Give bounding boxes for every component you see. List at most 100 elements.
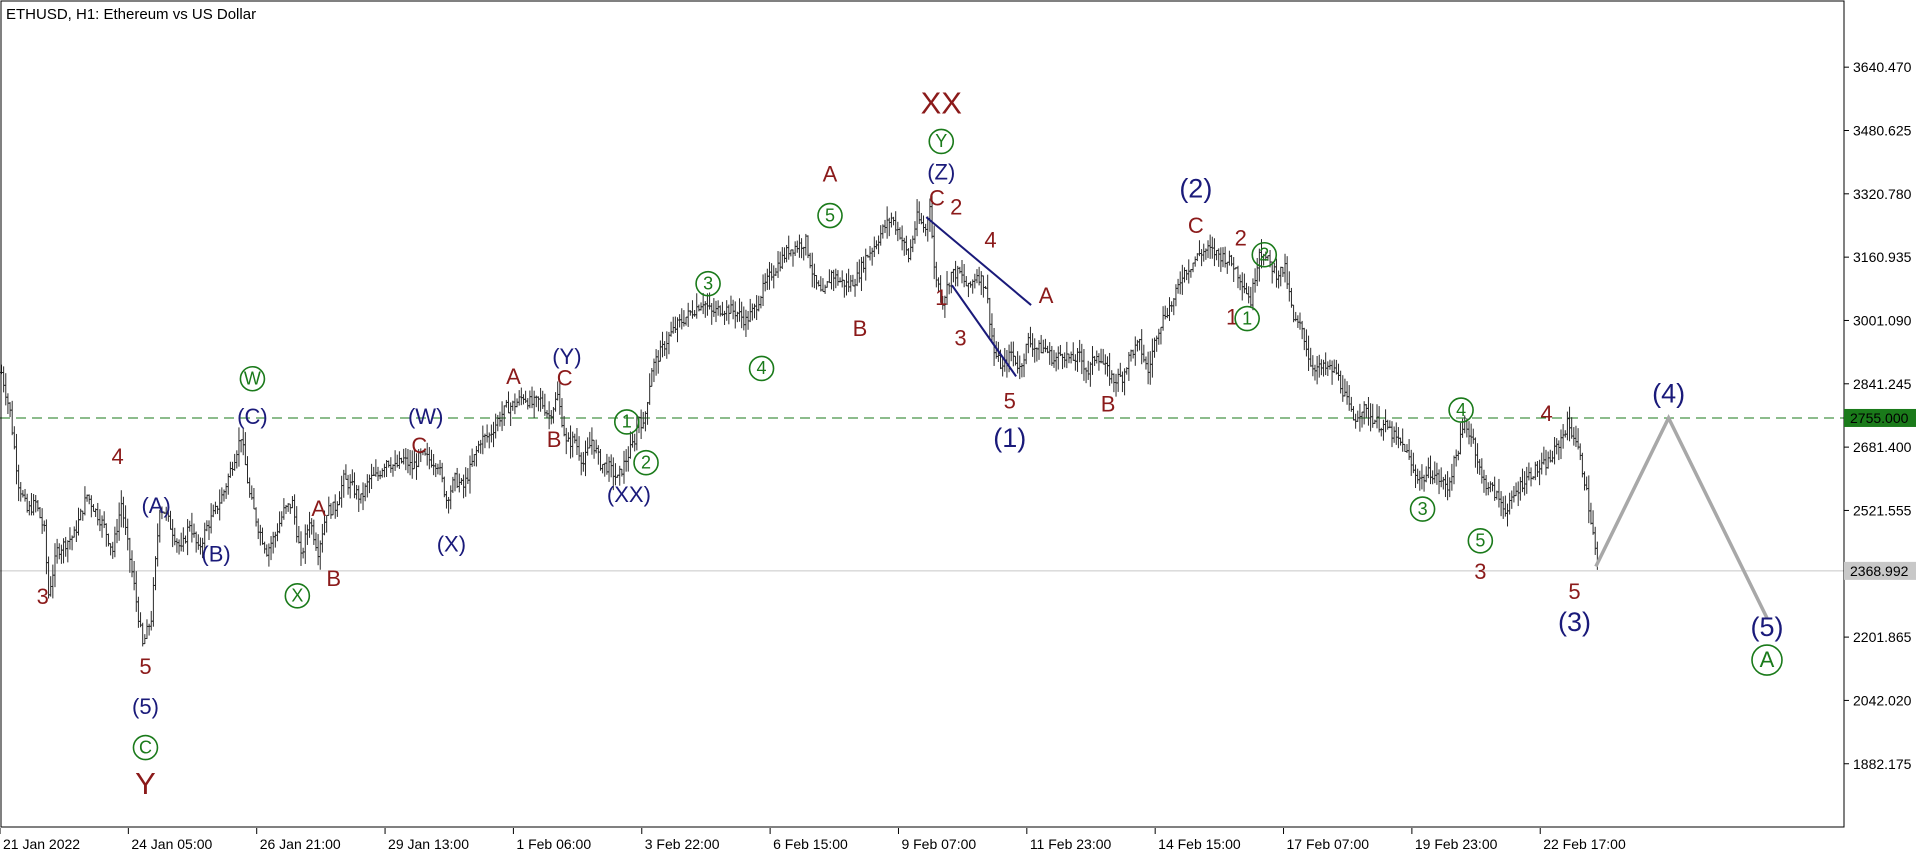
wave-label: 2 bbox=[1235, 225, 1247, 250]
channel-trend-line bbox=[925, 216, 1032, 306]
wave-label: 5 bbox=[139, 654, 151, 679]
x-tick-label: 17 Feb 07:00 bbox=[1287, 836, 1370, 852]
wave-label: 5 bbox=[1568, 579, 1580, 604]
wave-label: (4) bbox=[1652, 379, 1685, 409]
wave-label: 1 bbox=[935, 285, 947, 310]
wave-label: 2 bbox=[950, 195, 962, 220]
wave-label-circle bbox=[1251, 241, 1278, 268]
wave-label: X bbox=[291, 586, 303, 606]
y-tick-label: 3160.935 bbox=[1853, 249, 1912, 265]
y-tick-label: 3320.780 bbox=[1853, 186, 1912, 202]
wave-label: B bbox=[326, 566, 341, 591]
wave-label: (Z) bbox=[927, 159, 955, 184]
y-tick-label: 2681.400 bbox=[1853, 439, 1912, 455]
wave-label: 5 bbox=[1475, 531, 1485, 551]
projection-line bbox=[1594, 413, 1769, 619]
price-tag-2755.000: 2755.000 bbox=[1850, 410, 1909, 426]
wave-label: (2) bbox=[1179, 173, 1212, 203]
wave-label: W bbox=[244, 368, 261, 388]
wave-label: 3 bbox=[37, 584, 49, 609]
wave-label: 3 bbox=[1418, 499, 1428, 519]
wave-label: C bbox=[557, 366, 573, 391]
wave-label: (3) bbox=[1558, 607, 1591, 637]
price-tag-2368.992: 2368.992 bbox=[1850, 563, 1909, 579]
wave-label-circle bbox=[1448, 397, 1474, 423]
wave-label-circle bbox=[633, 449, 659, 476]
wave-label-circle bbox=[284, 583, 311, 609]
wave-label: A bbox=[506, 364, 521, 389]
chart-title: ETHUSD, H1: Ethereum vs US Dollar bbox=[6, 6, 256, 23]
wave-label-circle bbox=[1751, 644, 1783, 676]
price-tag-box-2755.000 bbox=[1844, 408, 1916, 427]
wave-label: 1 bbox=[1242, 308, 1252, 328]
y-tick-label: 3480.625 bbox=[1853, 122, 1912, 138]
wave-label: 4 bbox=[757, 358, 767, 378]
x-tick-label: 24 Jan 05:00 bbox=[131, 836, 212, 852]
wave-label-circle bbox=[1234, 305, 1260, 332]
wave-label: 2 bbox=[641, 452, 651, 472]
wave-label: Y bbox=[135, 766, 156, 801]
wave-label: A bbox=[1039, 283, 1054, 308]
wave-label: 1 bbox=[622, 412, 632, 432]
wave-label: 4 bbox=[1456, 400, 1466, 420]
wave-label-circle bbox=[748, 355, 775, 382]
y-tick-label: 2521.555 bbox=[1853, 502, 1912, 518]
wave-label-circle bbox=[613, 409, 640, 435]
wave-label-circle bbox=[817, 202, 843, 229]
wave-label: (B) bbox=[201, 542, 230, 567]
wave-label: 2 bbox=[1259, 244, 1269, 264]
wave-label: 4 bbox=[984, 227, 996, 252]
wave-label: B bbox=[853, 316, 868, 341]
wave-label: (X) bbox=[437, 531, 466, 556]
wave-label: B bbox=[547, 427, 562, 452]
wave-label: B bbox=[1101, 391, 1116, 416]
wave-label: 4 bbox=[1541, 401, 1553, 426]
wave-label: C bbox=[1188, 213, 1204, 238]
wave-label: C bbox=[139, 737, 152, 757]
wave-label-circle bbox=[239, 365, 266, 392]
wave-label-circle bbox=[1467, 527, 1494, 554]
y-tick-label: 3640.470 bbox=[1853, 59, 1912, 75]
y-tick-label: 2201.865 bbox=[1853, 629, 1912, 645]
wave-label: 5 bbox=[1004, 388, 1016, 413]
wave-label: A bbox=[1760, 647, 1775, 672]
y-tick-label: 3001.090 bbox=[1853, 312, 1912, 328]
wave-label: (W) bbox=[408, 404, 443, 429]
wave-label: (C) bbox=[237, 404, 268, 429]
wave-label: Y bbox=[935, 131, 947, 151]
wave-label: A bbox=[311, 496, 326, 521]
wave-label: (5) bbox=[1750, 612, 1783, 642]
x-tick-label: 1 Feb 06:00 bbox=[516, 836, 591, 852]
y-tick-label: 1882.175 bbox=[1853, 756, 1912, 772]
x-tick-label: 11 Feb 23:00 bbox=[1030, 836, 1112, 852]
x-tick-label: 19 Feb 23:00 bbox=[1415, 836, 1498, 852]
wave-label: (5) bbox=[132, 694, 159, 719]
x-tick-label: 9 Feb 07:00 bbox=[901, 836, 976, 852]
wave-label: 3 bbox=[703, 273, 713, 293]
channel-trend-line bbox=[951, 284, 1017, 377]
x-tick-label: 6 Feb 15:00 bbox=[773, 836, 848, 852]
wave-label: 3 bbox=[954, 326, 966, 351]
wave-label-circle bbox=[695, 270, 721, 297]
y-tick-label: 2841.245 bbox=[1853, 376, 1912, 392]
wave-label: (1) bbox=[993, 423, 1026, 453]
wave-label-circle bbox=[928, 128, 955, 155]
wave-label: A bbox=[823, 162, 838, 187]
x-tick-label: 14 Feb 15:00 bbox=[1158, 836, 1241, 852]
wave-label: 1 bbox=[1226, 304, 1238, 329]
x-tick-label: 29 Jan 13:00 bbox=[388, 836, 469, 852]
wave-label-circle bbox=[1409, 496, 1436, 522]
x-tick-label: 22 Feb 17:00 bbox=[1543, 836, 1626, 852]
y-tick-label: 2042.020 bbox=[1853, 692, 1912, 708]
wave-label: XX bbox=[921, 86, 963, 121]
wave-label: (Y) bbox=[552, 344, 581, 369]
price-tag-box-2368.992 bbox=[1844, 561, 1916, 580]
x-tick-label: 21 Jan 2022 bbox=[3, 836, 80, 852]
wave-label: 3 bbox=[1474, 559, 1486, 584]
wave-label: C bbox=[411, 433, 427, 458]
wave-label: C bbox=[929, 185, 945, 210]
wave-label: 4 bbox=[112, 444, 124, 469]
